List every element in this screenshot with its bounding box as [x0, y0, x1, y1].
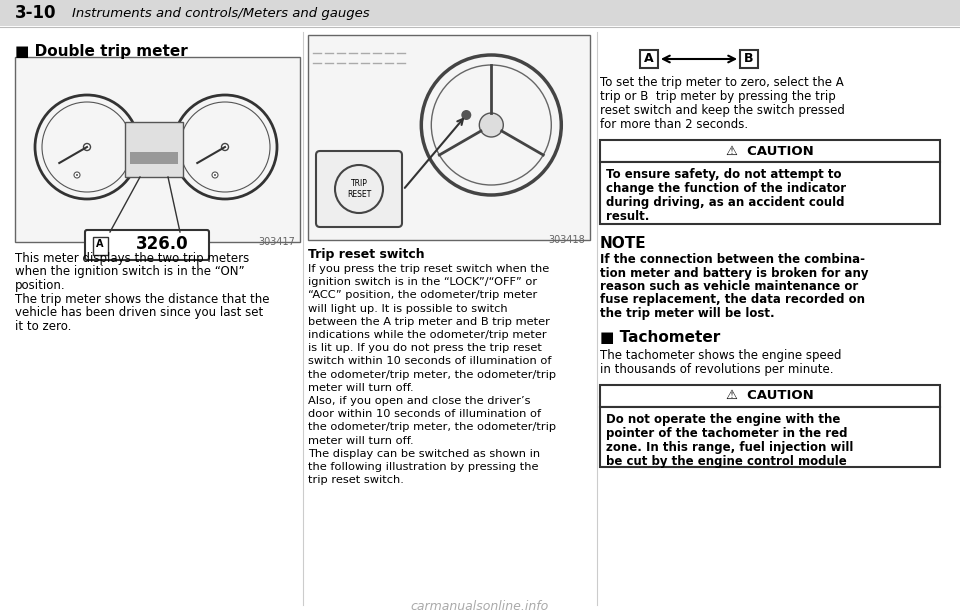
Text: reset switch and keep the switch pressed: reset switch and keep the switch pressed: [600, 104, 845, 117]
Text: If you press the trip reset switch when the: If you press the trip reset switch when …: [308, 264, 549, 274]
FancyBboxPatch shape: [130, 152, 178, 164]
Text: 303417: 303417: [258, 237, 295, 247]
Text: be cut by the engine control module: be cut by the engine control module: [606, 455, 847, 467]
Text: position.: position.: [15, 279, 65, 292]
Text: fuse replacement, the data recorded on: fuse replacement, the data recorded on: [600, 293, 865, 307]
FancyBboxPatch shape: [600, 162, 940, 224]
Text: The tachometer shows the engine speed: The tachometer shows the engine speed: [600, 348, 842, 362]
Circle shape: [479, 113, 503, 137]
FancyBboxPatch shape: [308, 35, 590, 240]
Text: Instruments and controls/Meters and gauges: Instruments and controls/Meters and gaug…: [72, 7, 370, 20]
Text: for more than 2 seconds.: for more than 2 seconds.: [600, 118, 748, 131]
Text: A: A: [644, 53, 654, 65]
Circle shape: [74, 172, 80, 178]
Text: the following illustration by pressing the: the following illustration by pressing t…: [308, 462, 539, 472]
Text: To ensure safety, do not attempt to: To ensure safety, do not attempt to: [606, 168, 842, 181]
FancyBboxPatch shape: [640, 50, 658, 68]
Text: change the function of the indicator: change the function of the indicator: [606, 182, 846, 195]
Circle shape: [212, 172, 218, 178]
Circle shape: [462, 110, 471, 120]
FancyBboxPatch shape: [125, 122, 183, 177]
Text: ⚠  CAUTION: ⚠ CAUTION: [726, 144, 814, 158]
Text: the odometer/trip meter, the odometer/trip: the odometer/trip meter, the odometer/tr…: [308, 422, 556, 433]
Text: it to zero.: it to zero.: [15, 320, 71, 332]
FancyBboxPatch shape: [15, 57, 300, 242]
Text: A: A: [96, 239, 104, 249]
Text: NOTE: NOTE: [600, 236, 647, 251]
Text: tion meter and battery is broken for any: tion meter and battery is broken for any: [600, 266, 869, 279]
Text: door within 10 seconds of illumination of: door within 10 seconds of illumination o…: [308, 409, 541, 419]
Text: reason such as vehicle maintenance or: reason such as vehicle maintenance or: [600, 280, 858, 293]
Circle shape: [76, 174, 78, 176]
Text: The trip meter shows the distance that the: The trip meter shows the distance that t…: [15, 293, 270, 306]
FancyBboxPatch shape: [316, 151, 402, 227]
Text: switch within 10 seconds of illumination of: switch within 10 seconds of illumination…: [308, 356, 551, 367]
Text: trip reset switch.: trip reset switch.: [308, 475, 404, 485]
FancyBboxPatch shape: [600, 140, 940, 162]
Text: TRIP
RESET: TRIP RESET: [347, 179, 372, 199]
Text: ignition switch is in the “LOCK”/“OFF” or: ignition switch is in the “LOCK”/“OFF” o…: [308, 277, 538, 287]
Text: ■ Tachometer: ■ Tachometer: [600, 331, 720, 345]
Text: is lit up. If you do not press the trip reset: is lit up. If you do not press the trip …: [308, 343, 541, 353]
Circle shape: [222, 144, 228, 150]
FancyBboxPatch shape: [93, 237, 108, 255]
Text: Trip reset switch: Trip reset switch: [308, 248, 424, 261]
Text: trip or B  trip meter by pressing the trip: trip or B trip meter by pressing the tri…: [600, 90, 836, 103]
FancyBboxPatch shape: [600, 406, 940, 467]
Text: meter will turn off.: meter will turn off.: [308, 436, 414, 445]
Text: 326.0: 326.0: [135, 235, 188, 253]
Text: 303418: 303418: [548, 235, 585, 245]
Text: pointer of the tachometer in the red: pointer of the tachometer in the red: [606, 426, 848, 439]
Text: “ACC” position, the odometer/trip meter: “ACC” position, the odometer/trip meter: [308, 290, 538, 301]
Text: between the A trip meter and B trip meter: between the A trip meter and B trip mete…: [308, 316, 550, 327]
Text: This meter displays the two trip meters: This meter displays the two trip meters: [15, 252, 250, 265]
Circle shape: [84, 144, 90, 150]
Text: The display can be switched as shown in: The display can be switched as shown in: [308, 449, 540, 459]
Text: zone. In this range, fuel injection will: zone. In this range, fuel injection will: [606, 441, 853, 453]
Text: 3-10: 3-10: [15, 4, 57, 22]
Text: vehicle has been driven since you last set: vehicle has been driven since you last s…: [15, 306, 263, 319]
Text: during driving, as an accident could: during driving, as an accident could: [606, 196, 845, 209]
FancyBboxPatch shape: [740, 50, 758, 68]
Text: If the connection between the combina-: If the connection between the combina-: [600, 253, 865, 266]
FancyBboxPatch shape: [600, 384, 940, 406]
Text: To set the trip meter to zero, select the A: To set the trip meter to zero, select th…: [600, 76, 844, 89]
Text: the trip meter will be lost.: the trip meter will be lost.: [600, 307, 775, 320]
Text: when the ignition switch is in the “ON”: when the ignition switch is in the “ON”: [15, 266, 245, 279]
Text: Do not operate the engine with the: Do not operate the engine with the: [606, 412, 840, 425]
Text: Also, if you open and close the driver’s: Also, if you open and close the driver’s: [308, 396, 531, 406]
Text: will light up. It is possible to switch: will light up. It is possible to switch: [308, 304, 508, 313]
Bar: [0, 0, 960, 26]
Text: meter will turn off.: meter will turn off.: [308, 383, 414, 393]
Text: ⚠  CAUTION: ⚠ CAUTION: [726, 389, 814, 402]
Circle shape: [214, 174, 216, 176]
FancyBboxPatch shape: [85, 230, 209, 260]
Text: B: B: [744, 53, 754, 65]
Text: in thousands of revolutions per minute.: in thousands of revolutions per minute.: [600, 362, 833, 376]
Text: carmanualsonline.info: carmanualsonline.info: [411, 600, 549, 611]
Text: ■ Double trip meter: ■ Double trip meter: [15, 44, 188, 59]
Text: result.: result.: [606, 210, 649, 223]
Text: indications while the odometer/trip meter: indications while the odometer/trip mete…: [308, 330, 546, 340]
Text: the odometer/trip meter, the odometer/trip: the odometer/trip meter, the odometer/tr…: [308, 370, 556, 379]
